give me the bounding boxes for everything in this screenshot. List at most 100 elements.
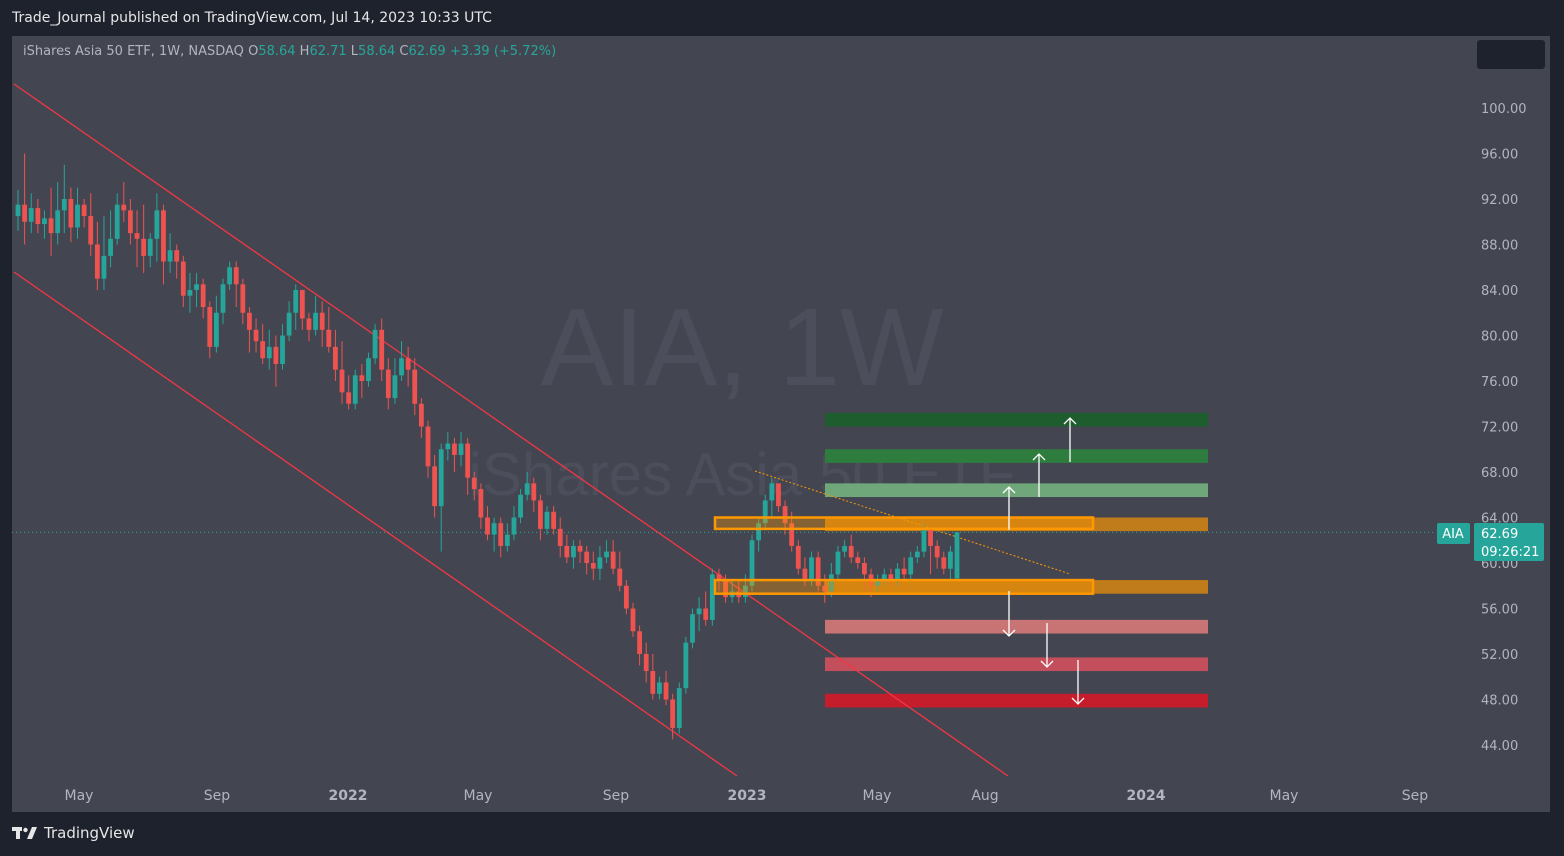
candle[interactable] <box>571 540 576 569</box>
candle[interactable] <box>524 472 530 501</box>
candle[interactable] <box>372 324 378 364</box>
candle[interactable] <box>233 261 239 308</box>
candle[interactable] <box>55 181 61 245</box>
candle[interactable] <box>584 545 590 575</box>
candle[interactable] <box>610 540 616 575</box>
candle[interactable] <box>418 398 424 438</box>
price-axis[interactable]: 100.00 96.00 92.00 88.00 84.00 80.00 76.00 72.0… <box>1481 102 1527 754</box>
channel-lower-line[interactable] <box>13 271 738 777</box>
candle[interactable] <box>15 189 21 231</box>
candle[interactable] <box>478 483 484 529</box>
candle[interactable] <box>590 551 596 581</box>
candle[interactable] <box>934 540 940 569</box>
candle[interactable] <box>438 443 444 552</box>
candle[interactable] <box>623 580 629 615</box>
tradingview-logo[interactable]: TradingView <box>12 824 135 842</box>
candle[interactable] <box>954 532 960 579</box>
candle[interactable] <box>161 204 166 285</box>
candle[interactable] <box>690 608 695 649</box>
candle[interactable] <box>412 358 418 416</box>
candle[interactable] <box>604 540 609 563</box>
candle[interactable] <box>207 301 213 359</box>
candle[interactable] <box>928 528 933 575</box>
candle[interactable] <box>709 568 715 626</box>
candle[interactable] <box>61 164 67 234</box>
candle[interactable] <box>366 352 371 387</box>
candle[interactable] <box>881 568 887 586</box>
candle[interactable] <box>432 454 437 518</box>
candle[interactable] <box>240 278 246 325</box>
candle[interactable] <box>947 545 953 581</box>
candle[interactable] <box>385 358 391 410</box>
range-zone[interactable] <box>713 516 1095 531</box>
candle[interactable] <box>531 477 537 512</box>
candle[interactable] <box>908 551 914 581</box>
candle[interactable] <box>637 625 642 666</box>
candle[interactable] <box>194 272 199 308</box>
candle[interactable] <box>518 489 523 524</box>
candle[interactable] <box>901 557 907 581</box>
range-zone[interactable] <box>713 578 1095 595</box>
candle[interactable] <box>339 341 345 404</box>
chart-area[interactable] <box>12 36 1550 812</box>
candle[interactable] <box>81 199 87 228</box>
candle[interactable] <box>167 233 173 273</box>
candle[interactable] <box>657 676 662 700</box>
candle[interactable] <box>313 295 318 336</box>
candle[interactable] <box>914 545 920 563</box>
candle[interactable] <box>683 636 689 694</box>
candle[interactable] <box>544 506 550 535</box>
candle[interactable] <box>643 642 649 683</box>
candle[interactable] <box>445 432 451 461</box>
candle[interactable] <box>333 329 338 381</box>
candle[interactable] <box>835 545 841 581</box>
candle[interactable] <box>676 682 682 734</box>
candle[interactable] <box>776 483 781 512</box>
candle[interactable] <box>359 363 365 399</box>
candle[interactable] <box>749 534 755 592</box>
candle[interactable] <box>326 307 332 353</box>
candle[interactable] <box>597 545 603 581</box>
candle[interactable] <box>260 324 266 364</box>
candle[interactable] <box>180 255 186 308</box>
candle[interactable] <box>551 506 557 535</box>
candle[interactable] <box>68 187 74 243</box>
candle[interactable] <box>538 494 543 541</box>
candle[interactable] <box>941 551 947 575</box>
candle[interactable] <box>247 307 252 353</box>
candle[interactable] <box>458 432 464 467</box>
candle[interactable] <box>174 244 180 279</box>
candle[interactable] <box>134 210 140 268</box>
candle[interactable] <box>273 335 279 387</box>
candle[interactable] <box>855 551 861 569</box>
candle[interactable] <box>35 199 41 234</box>
candle[interactable] <box>703 591 709 626</box>
candle[interactable] <box>862 557 867 592</box>
candle[interactable] <box>511 506 517 541</box>
candle[interactable] <box>75 187 80 239</box>
price-channel[interactable] <box>12 83 1435 777</box>
candle[interactable] <box>147 233 153 268</box>
candle[interactable] <box>280 324 285 370</box>
candle[interactable] <box>392 358 398 404</box>
toolbar-button[interactable] <box>1477 40 1545 69</box>
candle[interactable] <box>319 301 325 347</box>
candle[interactable] <box>471 472 477 501</box>
candle[interactable] <box>253 318 259 353</box>
candle[interactable] <box>452 437 457 472</box>
candle[interactable] <box>842 540 847 558</box>
candle[interactable] <box>187 272 193 313</box>
candle[interactable] <box>114 193 120 245</box>
candle[interactable] <box>42 210 47 239</box>
candle[interactable] <box>28 193 34 234</box>
candle[interactable] <box>670 693 676 740</box>
candle[interactable] <box>650 654 656 700</box>
time-axis[interactable]: May Sep 2022 May Sep 2023 May Aug 2024 May Sep <box>65 788 1429 804</box>
candle[interactable] <box>379 318 385 381</box>
candle[interactable] <box>504 523 510 552</box>
candle[interactable] <box>154 193 160 262</box>
candle[interactable] <box>88 193 94 256</box>
candle[interactable] <box>769 477 775 518</box>
candle[interactable] <box>266 329 272 370</box>
candle[interactable] <box>663 671 669 706</box>
